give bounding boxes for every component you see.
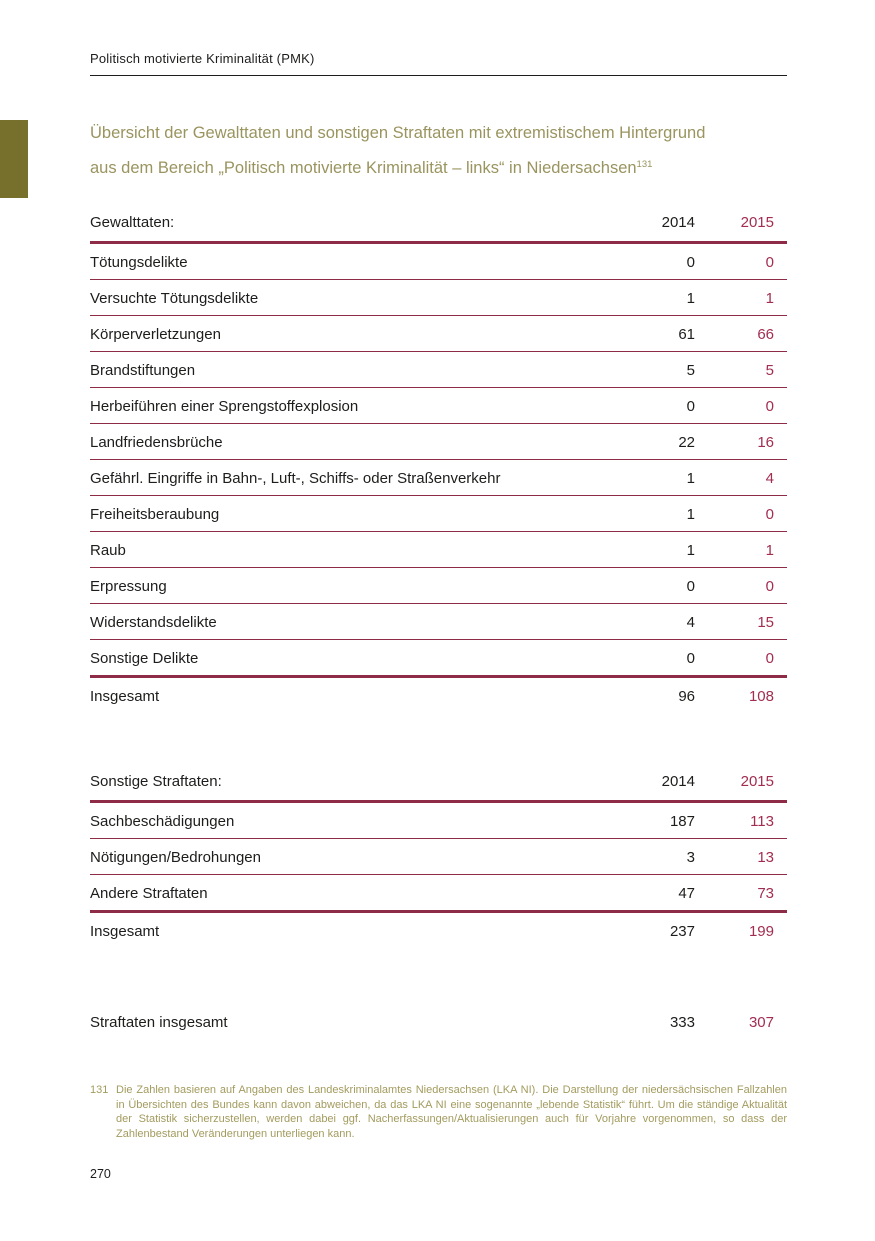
value-2015: 0 (695, 242, 787, 280)
total-label: Insgesamt (90, 688, 160, 705)
table-row: Freiheitsberaubung 1 0 (90, 495, 787, 532)
value-2015: 4 (695, 459, 787, 496)
chapter-side-tab (0, 120, 28, 198)
value-2014: 0 (610, 242, 695, 280)
value-2015: 0 (695, 387, 787, 424)
value-2014: 1 (610, 495, 695, 532)
row-label: Andere Straftaten (90, 874, 610, 913)
section-title-line2: aus dem Bereich „Politisch motivierte Kr… (90, 159, 637, 177)
row-label: Tötungsdelikte (90, 242, 610, 280)
value-2015: 13 (695, 838, 787, 875)
value-2015: 66 (695, 315, 787, 352)
row-label: Freiheitsberaubung (90, 495, 610, 532)
value-2014: 1 (610, 531, 695, 568)
column-header-2015: 2015 (695, 208, 787, 244)
value-2014: 187 (610, 801, 695, 839)
table-row: Raub 1 1 (90, 531, 787, 568)
value-2014: 0 (610, 567, 695, 604)
section-title-line1: Übersicht der Gewalttaten und sonstigen … (90, 124, 706, 142)
table-title: Sonstige Straftaten: (90, 767, 610, 803)
total-label: Insgesamt (90, 923, 160, 940)
value-2015: 16 (695, 423, 787, 460)
row-label: Körperverletzungen (90, 315, 610, 352)
value-2015: 0 (695, 567, 787, 604)
row-label: Widerstandsdelikte (90, 603, 610, 640)
total-2014: 96 (678, 688, 695, 705)
row-label: Sachbeschädigungen (90, 801, 610, 839)
grand-total-2015: 307 (748, 1014, 774, 1031)
value-2014: 3 (610, 838, 695, 875)
table-row: Herbeiführen einer Sprengstoffexplosion … (90, 387, 787, 424)
table-row: Andere Straftaten 47 73 (90, 874, 787, 913)
total-2015: 108 (748, 688, 774, 705)
table-header-row: Sonstige Straftaten: 2014 2015 (90, 767, 787, 803)
footnote: 131 Die Zahlen basieren auf Angaben des … (90, 1083, 787, 1141)
table-title: Gewalttaten: (90, 208, 610, 244)
grand-total-label: Straftaten insgesamt (90, 1014, 228, 1031)
table-row: Gefährl. Eingriffe in Bahn-, Luft-, Schi… (90, 459, 787, 496)
table-header-row: Gewalttaten: 2014 2015 (90, 208, 787, 244)
header-rule (90, 75, 787, 76)
total-2015: 199 (748, 923, 774, 940)
table-row: Brandstiftungen 5 5 (90, 351, 787, 388)
table-grand-total: Straftaten insgesamt 333 307 (90, 1004, 787, 1039)
grand-total-row: Straftaten insgesamt 333 307 (90, 1004, 787, 1039)
row-label: Sonstige Delikte (90, 639, 610, 678)
value-2014: 0 (610, 387, 695, 424)
value-2014: 4 (610, 603, 695, 640)
page-content: Politisch motivierte Kriminalität (PMK) … (90, 0, 787, 1181)
table-row: Nötigungen/Bedrohungen 3 13 (90, 838, 787, 875)
column-header-2015: 2015 (695, 767, 787, 803)
value-2014: 0 (610, 639, 695, 678)
row-label: Raub (90, 531, 610, 568)
row-label: Erpressung (90, 567, 610, 604)
grand-total-2014: 333 (669, 1014, 695, 1031)
table-row: Tötungsdelikte 0 0 (90, 242, 787, 280)
page-number: 270 (90, 1167, 111, 1182)
row-label: Landfriedensbrüche (90, 423, 610, 460)
row-label: Nötigungen/Bedrohungen (90, 838, 610, 875)
table-row: Widerstandsdelikte 4 15 (90, 603, 787, 640)
value-2015: 1 (695, 531, 787, 568)
row-label: Brandstiftungen (90, 351, 610, 388)
value-2014: 1 (610, 459, 695, 496)
table-total-row: Insgesamt 237 199 (90, 912, 787, 949)
table-row: Sonstige Delikte 0 0 (90, 639, 787, 678)
running-header: Politisch motivierte Kriminalität (PMK) (90, 51, 315, 66)
total-2014: 237 (669, 923, 695, 940)
value-2015: 15 (695, 603, 787, 640)
value-2015: 113 (695, 801, 787, 839)
table-row: Erpressung 0 0 (90, 567, 787, 604)
footnote-text: Die Zahlen basieren auf Angaben des Land… (116, 1084, 787, 1140)
table-row: Sachbeschädigungen 187 113 (90, 801, 787, 839)
section-title: Übersicht der Gewalttaten und sonstigen … (90, 118, 787, 184)
row-label: Versuchte Tötungsdelikte (90, 279, 610, 316)
column-header-2014: 2014 (610, 767, 695, 803)
value-2015: 1 (695, 279, 787, 316)
value-2015: 5 (695, 351, 787, 388)
table-sonstige-straftaten: Sonstige Straftaten: 2014 2015 Sachbesch… (90, 767, 787, 948)
table-gewalttaten: Gewalttaten: 2014 2015 Tötungsdelikte 0 … (90, 208, 787, 713)
table-row: Landfriedensbrüche 22 16 (90, 423, 787, 460)
column-header-2014: 2014 (610, 208, 695, 244)
footnote-reference: 131 (636, 159, 653, 170)
value-2014: 5 (610, 351, 695, 388)
value-2015: 73 (695, 874, 787, 913)
value-2014: 1 (610, 279, 695, 316)
table-row: Versuchte Tötungsdelikte 1 1 (90, 279, 787, 316)
value-2015: 0 (695, 495, 787, 532)
value-2015: 0 (695, 639, 787, 678)
row-label: Herbeiführen einer Sprengstoffexplosion (90, 387, 610, 424)
value-2014: 22 (610, 423, 695, 460)
value-2014: 47 (610, 874, 695, 913)
row-label: Gefährl. Eingriffe in Bahn-, Luft-, Schi… (90, 459, 610, 496)
footnote-number: 131 (90, 1084, 109, 1096)
table-total-row: Insgesamt 96 108 (90, 677, 787, 714)
table-row: Körperverletzungen 61 66 (90, 315, 787, 352)
value-2014: 61 (610, 315, 695, 352)
